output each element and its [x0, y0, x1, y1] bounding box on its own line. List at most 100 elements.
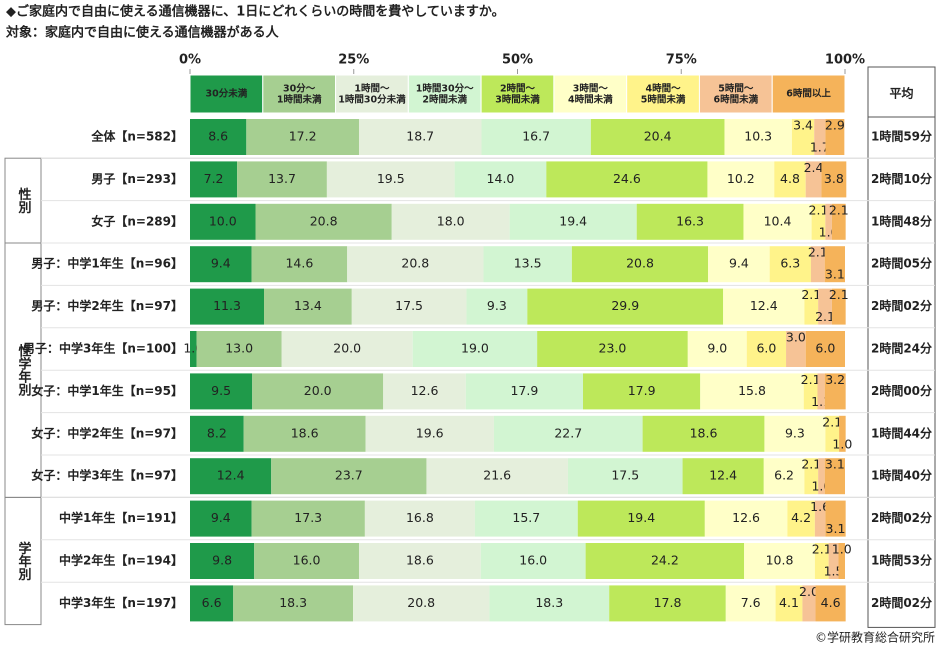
value-label: 4.2 [791, 510, 811, 525]
row-label: 全体【n=582】 [90, 129, 183, 144]
legend-label: 6時間以上 [786, 88, 831, 100]
value-label: 24.6 [613, 171, 641, 186]
bar-segment [358, 543, 481, 579]
bar-segment [347, 246, 484, 283]
value-label: 8.6 [208, 129, 228, 144]
bar-segment [687, 331, 747, 367]
value-label: 23.0 [599, 341, 627, 356]
bar-segment [196, 331, 282, 367]
value-label: 16.0 [519, 553, 547, 568]
bar-segment [642, 415, 765, 452]
bar-segment [351, 288, 467, 325]
value-label: 19.5 [377, 171, 405, 186]
bar-segment [509, 203, 637, 240]
bar-segment [577, 500, 705, 537]
bar-segment [271, 458, 427, 495]
bar-segment [190, 246, 252, 283]
average-value: 2時間05分 [871, 256, 932, 271]
bar-segment [365, 415, 494, 452]
value-label: 10.8 [766, 553, 794, 568]
value-label: 16.3 [676, 213, 704, 228]
value-label: 6.3 [780, 256, 800, 271]
bar-segment [412, 331, 538, 367]
value-label: 17.3 [294, 510, 322, 525]
group-box [4, 496, 42, 626]
bar-segment [480, 543, 586, 579]
average-value: 1時間44分 [871, 425, 932, 440]
bar-segment [769, 246, 811, 283]
value-label: 9.4 [211, 510, 231, 525]
bar-segment [243, 415, 366, 452]
legend-swatch [262, 74, 337, 114]
bar-segment [700, 373, 804, 410]
value-label: 16.8 [406, 510, 434, 525]
bar-segment [803, 373, 818, 410]
value-label: 2.1 [808, 245, 828, 260]
value-label: 14.0 [487, 171, 515, 186]
value-label: 2.9 [825, 118, 845, 133]
bar-segment [825, 203, 832, 240]
value-label: 9.4 [729, 256, 749, 271]
bar-segment [636, 203, 744, 240]
row-label: 女子：中学3年生【n=97】 [31, 468, 183, 483]
bar-segment [828, 543, 839, 579]
bar-segment [838, 543, 845, 579]
bar-segment [825, 415, 840, 452]
value-label: 23.7 [335, 468, 363, 483]
bar-segment [804, 288, 819, 325]
legend-label: 1時間～ 1時間30分未満 [338, 82, 406, 105]
value-label: 24.2 [651, 553, 679, 568]
value-label: 22.7 [554, 425, 582, 440]
value-label: 12.4 [217, 468, 245, 483]
x-tick-label: 100% [825, 53, 865, 68]
value-label: 19.4 [627, 510, 655, 525]
bar-segment [571, 246, 709, 283]
bar-segment [483, 246, 572, 283]
bar-segment [474, 500, 578, 537]
value-label: 10.2 [727, 171, 755, 186]
value-label: 13.4 [294, 298, 322, 313]
bar-segment [814, 500, 826, 537]
bar-segment [190, 543, 255, 579]
bar-segment [383, 373, 466, 410]
value-label: 2.1 [812, 542, 832, 557]
bar-segment [824, 458, 845, 495]
value-label: 15.7 [512, 510, 540, 525]
bar-segment [233, 585, 354, 622]
group-label: 性学年別 [16, 344, 33, 398]
bar-segment [814, 543, 829, 579]
value-label: 16.7 [522, 129, 550, 144]
bar-segment [804, 458, 819, 495]
value-label: 2.1 [829, 287, 849, 302]
bar-segment [466, 288, 528, 325]
legend-label: 3時間～ 4時間未満 [568, 82, 613, 105]
row-label: 女子：中学1年生【n=95】 [31, 383, 183, 398]
value-label: 12.4 [709, 468, 737, 483]
row-label: 男子：中学1年生【n=96】 [31, 256, 183, 271]
bar-segment [546, 161, 708, 198]
value-label: 3.4 [793, 118, 813, 133]
value-label: 9.0 [707, 341, 727, 356]
average-box [867, 66, 936, 628]
average-value: 2時間02分 [871, 298, 932, 313]
average-value: 2時間02分 [871, 510, 932, 525]
x-tick-label: 0% [179, 53, 201, 68]
bar-segment [763, 458, 805, 495]
average-value: 2時間02分 [871, 595, 932, 610]
value-label: 7.6 [741, 595, 761, 610]
bar-segment [815, 585, 846, 622]
value-label: 19.6 [416, 425, 444, 440]
value-label: 18.7 [406, 129, 434, 144]
value-label: 2.1 [801, 287, 821, 302]
value-label: 18.3 [535, 595, 563, 610]
bar-segment [391, 203, 510, 240]
value-label: 9.5 [211, 383, 231, 398]
value-label: 7.2 [204, 171, 224, 186]
bar-segment [254, 543, 359, 579]
value-label: 6.0 [756, 341, 776, 356]
bar-segment [787, 500, 815, 537]
bar-segment [426, 458, 568, 495]
bar-segment [708, 246, 770, 283]
row-label: 女子【n=289】 [91, 213, 183, 228]
